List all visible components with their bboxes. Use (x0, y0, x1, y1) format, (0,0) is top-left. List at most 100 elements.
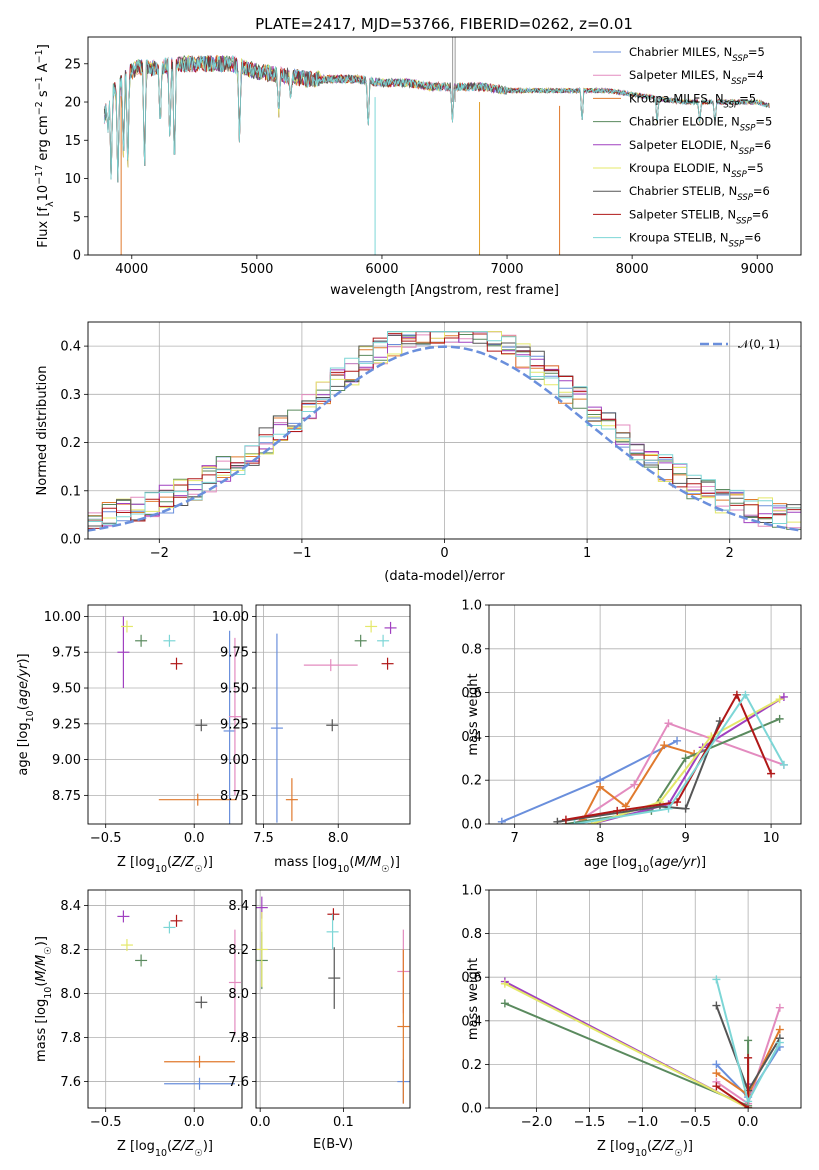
x-tick-label: 9000 (741, 262, 774, 277)
x-tick-label: −0.5 (90, 831, 122, 846)
legend-label: Chabrier STELIB, NSSP=6 (629, 184, 770, 203)
plot-area-residuals (88, 322, 801, 539)
weight-marker (570, 820, 579, 824)
label-part: 10 (635, 1148, 647, 1159)
y-tick-label: 5 (73, 210, 81, 225)
label-part: −1 (34, 49, 45, 63)
y-tick-label: 0.6 (461, 971, 482, 986)
legend-text: Chabrier ELODIE, N (629, 115, 740, 129)
y-axis-label: mass [log10(M/M☉)] (34, 936, 54, 1062)
axes-frame (87, 889, 243, 1109)
legend-label: Kroupa STELIB, NSSP=6 (629, 231, 761, 250)
y-tick-label: 0.6 (461, 686, 482, 701)
axes-frame (87, 604, 243, 825)
axes-frame (255, 889, 411, 1109)
y-tick-label: 25 (64, 57, 81, 72)
y-tick-label: 0.2 (461, 774, 482, 789)
y-tick-label: 10 (64, 172, 81, 187)
figure-title: PLATE=2417, MJD=53766, FIBERID=0262, z=0… (255, 15, 633, 33)
label-part: ☉ (194, 1148, 203, 1159)
label-part: age [log (16, 722, 31, 775)
x-tick-label: −1.5 (574, 1115, 606, 1130)
label-part: λ (45, 201, 56, 207)
legend-text: =6 (752, 207, 769, 221)
label-part: 10 (155, 864, 167, 875)
y-tick-label: 0.0 (461, 818, 482, 833)
x-tick-label: 10 (763, 831, 780, 846)
label-part: ☉ (674, 1148, 683, 1159)
x-tick-label: −1 (292, 546, 311, 561)
axes-frame (488, 889, 802, 1109)
y-tick-label: 8.75 (52, 789, 81, 804)
x-tick-label: 5000 (240, 262, 273, 277)
plot-area-age_vs_Z (88, 605, 242, 824)
label-part: −1 (34, 76, 45, 90)
x-tick-label: 2 (726, 546, 734, 561)
legend-text: =5 (739, 91, 756, 105)
y-axis-label: Flux [fλ10−17 erg cm−2 s−1 A−1] (34, 44, 56, 248)
label-part: 10 (337, 864, 349, 875)
x-tick-label: 7 (511, 831, 519, 846)
legend-subscript: SSP (736, 216, 752, 226)
weight-marker (767, 769, 776, 778)
y-tick-label: 9.25 (220, 717, 249, 732)
weight-marker (673, 798, 682, 807)
x-tick-label: 0 (440, 546, 448, 561)
label-part: ] (36, 44, 51, 49)
y-tick-label: 0.8 (461, 927, 482, 942)
x-tick-label: 0.1 (333, 1115, 354, 1130)
y-tick-label: 8.2 (228, 943, 249, 958)
weight-marker (744, 1053, 753, 1062)
x-axis-label: (data-model)/error (384, 569, 505, 584)
weight-line-kroupa-elodie (591, 698, 781, 824)
plot-area-weight_vs_Z (489, 890, 801, 1108)
x-axis-label: Z [log10(Z/Z☉)] (117, 855, 213, 875)
x-axis-label: Z [log10(Z/Z☉)] (597, 1139, 693, 1159)
y-tick-label: 9.75 (52, 646, 81, 661)
weight-marker (779, 760, 788, 769)
label-part: mass [log (274, 855, 337, 870)
weight-marker (660, 741, 669, 750)
y-tick-label: 8.4 (60, 899, 81, 914)
legend-text: =4 (747, 68, 764, 82)
label-part: )] (683, 1139, 693, 1154)
y-tick-label: 7.8 (228, 1031, 249, 1046)
histogram-kroupa-stelib (88, 331, 801, 525)
y-tick-label: 7.6 (228, 1075, 249, 1090)
label-part: M/M (354, 855, 381, 870)
weight-marker (712, 1082, 721, 1091)
y-tick-label: 0.2 (461, 1058, 482, 1073)
x-axis-label: wavelength [Angstrom, rest frame] (330, 283, 559, 298)
legend-text: =5 (747, 161, 764, 175)
label-part: )] (203, 1139, 213, 1154)
legend-label: Salpeter MILES, NSSP=4 (629, 68, 764, 87)
x-axis-label: Z [log10(Z/Z☉)] (117, 1139, 213, 1159)
label-part: ☉ (43, 946, 54, 955)
spectrum-line-kroupa-stelib (103, 55, 770, 183)
x-tick-label: −2.0 (521, 1115, 553, 1130)
label-part: −2 (34, 101, 45, 115)
x-tick-label: −2 (150, 546, 169, 561)
panel-weight_vs_age: 7 8 9 10 0.0 0.2 0.4 0.6 0.8 1.0 mass weight age [l… (461, 599, 802, 875)
y-tick-label: 9.50 (220, 682, 249, 697)
y-tick-label: 0.4 (461, 730, 482, 745)
weight-marker (779, 692, 788, 701)
weight-line-kroupa-elodie (504, 982, 750, 1108)
legend-label: Kroupa ELODIE, NSSP=5 (629, 161, 764, 180)
weight-marker (775, 1038, 784, 1047)
label-part: ☉ (381, 864, 390, 875)
label-part: age/yr (16, 662, 31, 705)
weight-marker (712, 1001, 721, 1010)
label-part: ☉ (194, 864, 203, 875)
x-tick-label: −0.5 (90, 1115, 122, 1130)
weight-marker (500, 979, 509, 988)
weight-marker (630, 780, 639, 789)
label-part: Z [log (117, 1139, 155, 1154)
legend-subscript: SSP (740, 124, 756, 134)
label-part: Z/Z (171, 1139, 195, 1154)
legend-label: Salpeter ELODIE, NSSP=6 (629, 138, 771, 157)
label-part: age/yr (654, 855, 697, 870)
y-tick-label: 8.0 (228, 987, 249, 1002)
label-part: erg cm (36, 115, 51, 164)
